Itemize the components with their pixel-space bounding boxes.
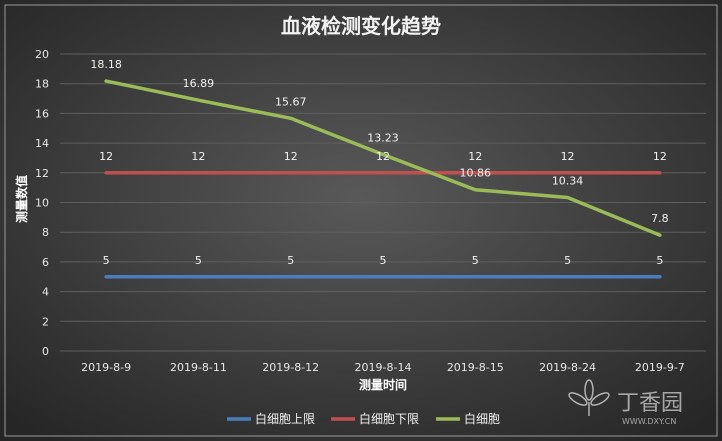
y-tick-label: 8 (42, 226, 49, 239)
data-label: 5 (656, 254, 663, 267)
data-label: 12 (284, 150, 298, 163)
y-axis-title: 测量数值 (14, 175, 29, 223)
data-label: 12 (191, 150, 205, 163)
series-line (104, 79, 662, 237)
y-tick-label: 16 (35, 107, 49, 120)
chart-area-border (4, 4, 718, 437)
x-axis-ticks: 2019-8-9 2019-8-11 2019-8-12 2019-8-14 2019-… (81, 361, 685, 374)
y-axis-ticks: 0 2 4 6 8 10 12 14 16 18 20 (35, 48, 49, 358)
legend-entry: 白细胞上限 (255, 411, 315, 426)
data-label: 5 (564, 254, 571, 267)
data-label: 16.89 (183, 77, 215, 90)
data-label: 12 (99, 150, 113, 163)
data-label: 5 (103, 254, 110, 267)
x-tick-label: 2019-8-14 (355, 361, 412, 374)
data-label: 5 (195, 254, 202, 267)
x-tick-label: 2019-8-24 (539, 361, 596, 374)
x-tick-label: 2019-9-7 (635, 361, 685, 374)
data-label: 12 (376, 150, 390, 163)
legend-entry: 白细胞下限 (359, 411, 419, 426)
data-labels: 5 5 5 5 5 5 5 12 12 12 12 12 12 12 18.18 16.89 15.67 13.2… (90, 58, 668, 267)
x-tick-label: 2019-8-11 (170, 361, 227, 374)
y-tick-label: 4 (42, 286, 49, 299)
legend-entry: 白细胞 (464, 411, 500, 426)
watermark-brand: 丁香园 (617, 391, 683, 416)
data-label: 12 (653, 150, 667, 163)
watermark: 丁香园 WWW.DXY.CN (568, 379, 683, 426)
y-tick-label: 2 (42, 315, 49, 328)
x-tick-label: 2019-8-12 (262, 361, 319, 374)
data-label: 5 (287, 254, 294, 267)
series-lines (104, 79, 662, 279)
y-tick-label: 10 (35, 197, 49, 210)
x-axis-title: 测量时间 (359, 377, 407, 392)
data-label: 7.8 (651, 212, 669, 225)
y-tick-label: 14 (35, 137, 49, 150)
data-label: 5 (472, 254, 479, 267)
y-tick-label: 6 (42, 256, 49, 269)
data-label: 12 (468, 150, 482, 163)
x-tick-label: 2019-8-9 (81, 361, 131, 374)
x-tick-label: 2019-8-15 (447, 361, 504, 374)
data-label: 10.86 (460, 167, 492, 180)
data-label: 15.67 (275, 95, 307, 108)
data-label: 13.23 (367, 132, 399, 145)
y-tick-label: 18 (35, 78, 49, 91)
flower-logo-icon (568, 379, 610, 416)
chart-title: 血液检测变化趋势 (281, 14, 441, 38)
data-label: 12 (561, 150, 575, 163)
y-tick-label: 20 (35, 48, 49, 61)
legend: 白细胞上限 白细胞下限 白细胞 (227, 411, 500, 426)
y-tick-label: 12 (35, 167, 49, 180)
data-label: 5 (380, 254, 387, 267)
data-label: 18.18 (90, 58, 122, 71)
watermark-url: WWW.DXY.CN (622, 417, 676, 426)
data-label: 10.34 (552, 174, 584, 187)
y-tick-label: 0 (42, 345, 49, 358)
